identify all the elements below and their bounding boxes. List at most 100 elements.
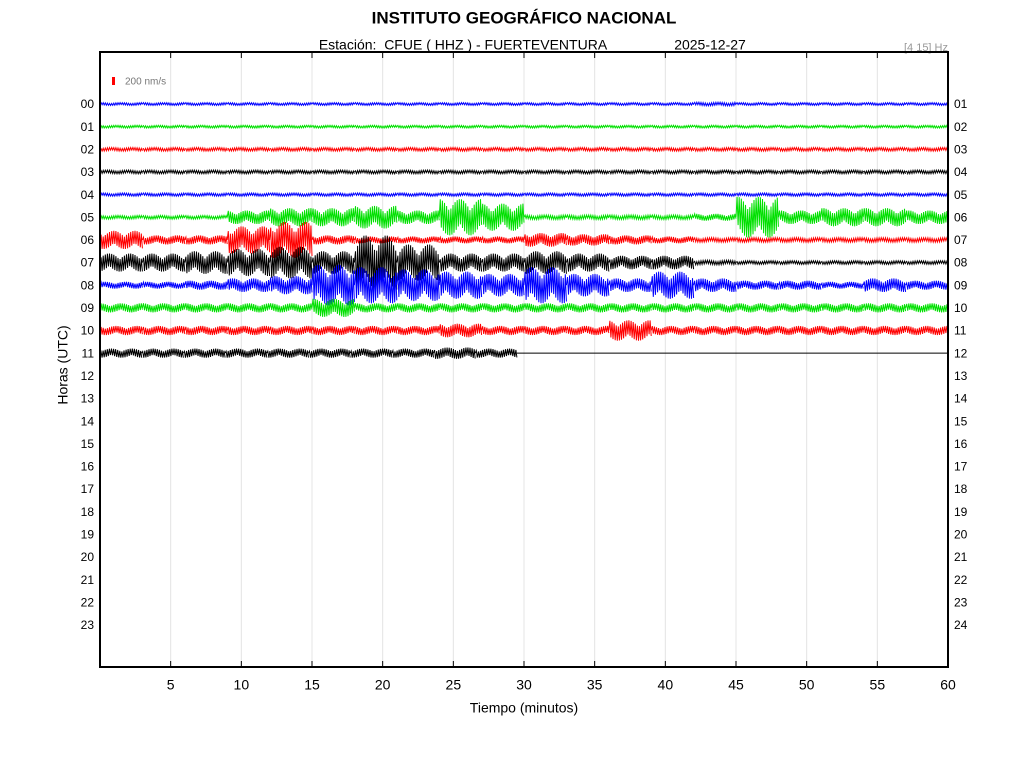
row-label-right: 18 <box>954 482 968 496</box>
row-label-left: 17 <box>81 482 95 496</box>
trace-segment <box>184 146 228 153</box>
scale-bar <box>112 77 115 85</box>
trace-segment <box>481 146 525 153</box>
trace-segment <box>353 235 398 244</box>
trace-segment <box>99 303 143 313</box>
trace-segment <box>523 191 567 198</box>
trace-segment <box>99 280 143 289</box>
row-label-right: 20 <box>954 528 968 542</box>
trace-segment <box>862 168 907 176</box>
trace-segment <box>523 303 567 313</box>
trace-segment <box>99 168 143 176</box>
trace-segment <box>184 235 228 245</box>
trace-segment <box>608 168 652 176</box>
trace-segment <box>269 146 313 153</box>
trace-segment <box>438 235 483 244</box>
trace-segment <box>226 101 271 107</box>
trace-segment <box>862 235 907 244</box>
trace-segment <box>141 348 184 358</box>
trace-segment <box>523 101 567 107</box>
row-label-left: 14 <box>81 414 95 428</box>
trace-segment <box>396 101 440 107</box>
trace-segment <box>608 146 652 153</box>
trace-segment <box>862 303 907 313</box>
row-label-left: 04 <box>81 188 95 202</box>
trace-segment <box>735 168 779 176</box>
trace-segment <box>820 281 864 289</box>
trace-segment <box>650 168 695 176</box>
trace-segment <box>141 191 186 198</box>
trace-segment <box>396 191 440 198</box>
row-label-left: 03 <box>81 165 95 179</box>
chart-title: INSTITUTO GEOGRÁFICO NACIONAL <box>372 8 677 27</box>
row-label-left: 13 <box>81 392 95 406</box>
trace-segment <box>141 235 186 245</box>
trace-segment <box>523 233 567 247</box>
trace-segment <box>650 325 695 336</box>
trace-segment <box>438 253 483 272</box>
trace-segment <box>99 101 143 107</box>
trace-segment <box>566 146 610 153</box>
trace-segment <box>311 146 355 153</box>
trace-segment <box>391 348 434 358</box>
trace-segment <box>349 348 393 358</box>
trace-segment <box>184 168 228 176</box>
trace-segment <box>778 124 822 130</box>
trace-segment <box>481 253 525 272</box>
row-label-right: 03 <box>954 142 968 156</box>
row-label-right: 04 <box>954 165 968 179</box>
trace-segment <box>693 211 737 221</box>
trace-segment <box>608 255 652 270</box>
trace-segment <box>311 325 355 336</box>
x-axis-label: Tiempo (minutos) <box>470 700 578 716</box>
row-label-left: 01 <box>81 120 95 134</box>
x-tick-label: 55 <box>870 677 886 693</box>
trace-segment <box>862 259 907 266</box>
row-label-left: 07 <box>81 256 95 270</box>
row-label-right: 23 <box>954 595 968 609</box>
trace-segment <box>396 235 440 244</box>
row-label-right: 15 <box>954 414 968 428</box>
trace-segment <box>693 146 737 153</box>
trace-segment <box>226 210 271 225</box>
trace-segment <box>438 199 483 236</box>
row-label-left: 05 <box>81 210 95 224</box>
trace-segment <box>481 124 525 130</box>
trace-segment <box>905 235 949 244</box>
trace-segment <box>693 100 737 108</box>
trace-segment <box>523 146 567 153</box>
trace-segment <box>353 267 398 304</box>
trace-segment <box>226 278 271 293</box>
row-label-left: 22 <box>81 595 95 609</box>
x-tick-label: 60 <box>940 677 956 693</box>
x-tick-label: 45 <box>728 677 744 693</box>
trace-segment <box>141 214 186 221</box>
trace-segment <box>565 303 610 313</box>
trace-segment <box>226 146 271 153</box>
trace-segment <box>523 168 567 176</box>
trace-segment <box>226 226 271 254</box>
trace-segment <box>523 325 567 336</box>
row-label-left: 23 <box>81 618 95 632</box>
trace-segment <box>142 101 186 107</box>
trace-segment <box>182 348 226 358</box>
trace-segment <box>311 124 355 130</box>
trace-segment <box>226 191 271 198</box>
trace-segment <box>820 208 864 227</box>
trace-segment <box>693 258 737 267</box>
trace-segment <box>820 101 864 107</box>
y-axis-label: Horas (UTC) <box>55 325 71 404</box>
trace-segment <box>735 146 779 153</box>
row-label-right: 24 <box>954 618 968 632</box>
row-label-right: 11 <box>954 324 967 338</box>
trace-segment <box>650 124 695 130</box>
trace-segment <box>566 124 610 130</box>
trace-segment <box>269 246 313 279</box>
scale-label: 200 nm/s <box>125 77 166 88</box>
trace-segment <box>396 269 440 302</box>
trace-segment <box>650 213 695 222</box>
trace-segment <box>226 303 271 313</box>
row-label-right: 08 <box>954 256 968 270</box>
trace-segment <box>905 210 949 225</box>
trace-segment <box>311 168 355 176</box>
